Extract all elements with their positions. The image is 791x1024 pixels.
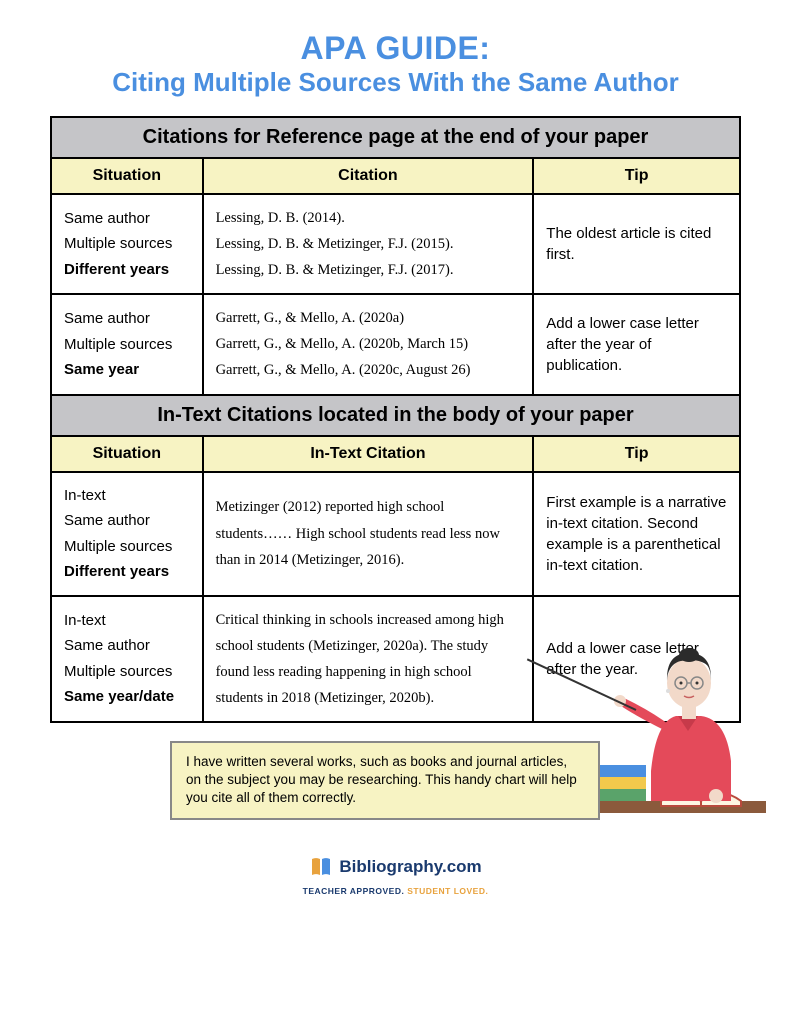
footer-logo: Bibliography.com <box>309 855 481 879</box>
table-row: Same author Multiple sources Different y… <box>51 194 740 294</box>
citation-cell: Lessing, D. B. (2014). Lessing, D. B. & … <box>203 194 534 294</box>
situation-cell: Same author Multiple sources Different y… <box>51 194 203 294</box>
section1-header: Citations for Reference page at the end … <box>51 117 740 158</box>
footer-brand: Bibliography.com <box>339 857 481 877</box>
citation-cell: Garrett, G., & Mello, A. (2020a) Garrett… <box>203 294 534 394</box>
tip-cell: Add a lower case letter after the year o… <box>533 294 740 394</box>
tip-cell: First example is a narrative in-text cit… <box>533 472 740 596</box>
col-tip2: Tip <box>533 436 740 472</box>
citation-cell: Critical thinking in schools increased a… <box>203 596 534 722</box>
situation-cell: In-text Same author Multiple sources Sam… <box>51 596 203 722</box>
book-icon <box>309 855 333 879</box>
page-title-sub: Citing Multiple Sources With the Same Au… <box>50 67 741 98</box>
tip-cell: The oldest article is cited first. <box>533 194 740 294</box>
page-title-main: APA GUIDE: <box>50 30 741 67</box>
situation-cell: In-text Same author Multiple sources Dif… <box>51 472 203 596</box>
speech-bubble: I have written several works, such as bo… <box>170 741 600 820</box>
col-citation2: In-Text Citation <box>203 436 534 472</box>
col-situation2: Situation <box>51 436 203 472</box>
table-row: In-text Same author Multiple sources Dif… <box>51 472 740 596</box>
citation-cell: Metizinger (2012) reported high school s… <box>203 472 534 596</box>
col-citation: Citation <box>203 158 534 194</box>
col-situation: Situation <box>51 158 203 194</box>
situation-cell: Same author Multiple sources Same year <box>51 294 203 394</box>
footer: Bibliography.com TEACHER APPROVED. STUDE… <box>50 855 741 896</box>
table-row: Same author Multiple sources Same year G… <box>51 294 740 394</box>
section2-header: In-Text Citations located in the body of… <box>51 395 740 436</box>
footer-tagline: TEACHER APPROVED. STUDENT LOVED. <box>50 886 741 896</box>
col-tip: Tip <box>533 158 740 194</box>
